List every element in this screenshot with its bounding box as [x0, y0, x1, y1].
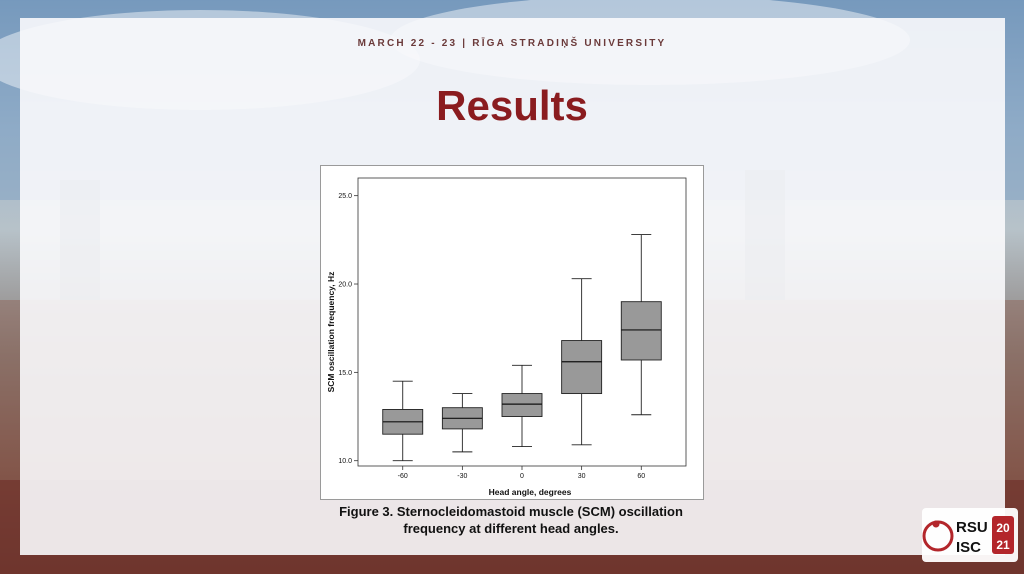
logo-line-1: RSU	[956, 519, 988, 536]
x-axis-label: Head angle, degrees	[489, 487, 572, 497]
logo-line-2: ISC	[956, 539, 981, 556]
x-tick-label: -30	[457, 473, 467, 480]
y-tick-label: 15.0	[338, 370, 352, 377]
box-iqr	[561, 340, 603, 395]
logo-year-top: 20	[996, 521, 1010, 535]
y-tick-label: 25.0	[338, 193, 352, 200]
box--30	[441, 393, 483, 453]
box-iqr	[620, 301, 662, 361]
rsu-isc-logo: RSU ISC 20 21	[922, 508, 1018, 562]
box-60	[620, 234, 662, 416]
box-0	[501, 364, 543, 448]
box-iqr	[501, 393, 543, 417]
chart-container: 10.0 15.0 20.0 25.0 -60 -30 0 30 60 SCM oscillat…	[320, 165, 704, 500]
caption-line-2: frequency at different head angles.	[403, 521, 619, 536]
x-tick-label: 30	[578, 473, 586, 480]
figure-caption: Figure 3. Sternocleidomastoid muscle (SC…	[320, 503, 702, 537]
boxplot-chart: 10.0 15.0 20.0 25.0 -60 -30 0 30 60 SCM oscillat…	[326, 177, 687, 497]
x-tick-label: 0	[520, 473, 524, 480]
event-header: MARCH 22 - 23 | RĪGA STRADIŅŠ UNIVERSITY	[357, 38, 667, 49]
box--60	[382, 380, 424, 462]
box-30	[561, 278, 603, 446]
caption-line-1: Figure 3. Sternocleidomastoid muscle (SC…	[339, 504, 683, 519]
x-tick-label: -60	[398, 473, 408, 480]
y-tick-label: 20.0	[338, 282, 352, 289]
logo-year-bottom: 21	[996, 538, 1010, 552]
slide-title: Results	[436, 82, 588, 129]
y-tick-label: 10.0	[338, 458, 352, 465]
y-axis-label: SCM oscillation frequency, Hz	[326, 272, 336, 393]
x-tick-label: 60	[637, 473, 645, 480]
